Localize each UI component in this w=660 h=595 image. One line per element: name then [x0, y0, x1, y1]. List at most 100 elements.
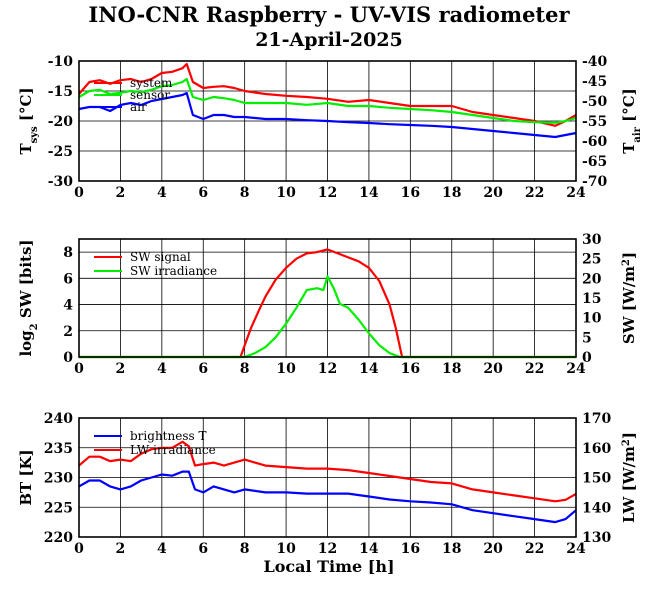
y2-tick-label: -70: [582, 174, 608, 190]
y2-tick-label: 160: [582, 441, 611, 457]
legend-entry: SW irradiance: [130, 264, 217, 278]
x-tick-label: 20: [483, 541, 503, 557]
x-tick-label: 4: [157, 361, 167, 377]
y2-tick-label: 10: [582, 311, 602, 327]
y2-axis-label: SW [W/m2]: [620, 252, 638, 344]
y-tick-label: -10: [48, 54, 74, 70]
x-tick-label: 12: [318, 361, 337, 377]
x-tick-label: 14: [359, 541, 379, 557]
y-tick-label: 220: [44, 530, 73, 546]
panel-temperatures: 0 2 4 6 8 10 12 14 16 18 20 22 24-30-25-20-15-10-70-…: [17, 54, 643, 201]
x-axis-label: Local Time [h]: [263, 557, 394, 576]
x-tick-label: 20: [483, 361, 503, 377]
panel-shortwave: 0 2 4 6 8 10 12 14 16 18 20 22 2402468051015202530lo…: [17, 232, 638, 377]
y-axis-label: BT [K]: [17, 449, 35, 505]
chart-date: 21-April-2025: [255, 29, 403, 51]
x-tick-label: 2: [116, 361, 126, 377]
x-tick-label: 8: [240, 361, 250, 377]
x-tick-label: 24: [566, 541, 586, 557]
series-air: [78, 91, 577, 139]
y2-tick-label: 0: [582, 350, 592, 366]
panel-longwave: 0 2 4 6 8 10 12 14 16 18 20 22 242202252302352401301…: [17, 411, 638, 557]
x-tick-label: 6: [198, 541, 208, 557]
x-tick-label: 22: [525, 541, 544, 557]
y-tick-label: 225: [44, 500, 73, 516]
x-tick-label: 0: [74, 361, 84, 377]
y2-tick-label: 170: [582, 411, 611, 427]
y-tick-label: 0: [63, 350, 73, 366]
series-brightness-t: [78, 470, 577, 524]
plot-frame: [78, 417, 577, 538]
y-tick-label: 6: [63, 271, 73, 287]
x-tick-label: 10: [276, 361, 296, 377]
x-tick-label: 0: [74, 185, 84, 201]
x-tick-label: 22: [525, 361, 544, 377]
legend-entry: sensor: [130, 88, 170, 102]
x-tick-label: 6: [198, 361, 208, 377]
series-sw-signal: [79, 248, 576, 359]
y2-tick-label: 140: [582, 500, 611, 516]
y-tick-label: 8: [63, 245, 73, 261]
y-tick-label: -25: [48, 144, 73, 160]
y2-tick-label: 5: [582, 330, 592, 346]
plot-frame: [78, 238, 577, 358]
x-tick-label: 14: [359, 361, 379, 377]
x-tick-label: 22: [525, 185, 544, 201]
x-tick-label: 10: [276, 185, 296, 201]
y2-tick-label: 130: [582, 530, 611, 546]
legend-entry: air: [130, 100, 147, 114]
x-tick-label: 2: [116, 185, 126, 201]
x-tick-label: 16: [401, 361, 420, 377]
x-tick-label: 18: [442, 185, 461, 201]
series-sensor: [78, 77, 577, 124]
y-tick-label: 235: [44, 441, 73, 457]
y2-tick-label: -55: [582, 114, 607, 130]
x-tick-label: 12: [318, 185, 337, 201]
x-tick-label: 4: [157, 541, 167, 557]
y2-tick-label: -50: [582, 94, 608, 110]
y-tick-label: 240: [44, 411, 73, 427]
x-tick-label: 20: [483, 185, 503, 201]
y-tick-label: -20: [48, 114, 74, 130]
x-tick-label: 18: [442, 361, 461, 377]
y-tick-label: 4: [63, 298, 73, 314]
y2-tick-label: 25: [582, 252, 601, 268]
legend-entry: brightness T: [130, 429, 206, 443]
x-tick-label: 24: [566, 185, 586, 201]
y2-tick-label: -45: [582, 74, 607, 90]
x-tick-label: 16: [401, 541, 420, 557]
x-tick-label: 16: [401, 185, 420, 201]
y2-axis-label: Tair [°C]: [620, 88, 643, 154]
y2-tick-label: -60: [582, 134, 608, 150]
y2-tick-label: 15: [582, 291, 601, 307]
legend-entry: SW signal: [130, 250, 191, 264]
y2-tick-label: -40: [582, 54, 608, 70]
chart-title: INO-CNR Raspberry - UV-VIS radiometer: [88, 2, 570, 27]
x-tick-label: 8: [240, 185, 250, 201]
x-tick-label: 24: [566, 361, 586, 377]
x-tick-label: 12: [318, 541, 337, 557]
y-tick-label: 2: [63, 324, 73, 340]
legend-entry: system: [130, 76, 173, 90]
y-axis-label: log2 SW [bits]: [17, 239, 40, 356]
y2-tick-label: 30: [582, 232, 602, 248]
x-tick-label: 10: [276, 541, 296, 557]
y2-tick-label: -65: [582, 154, 607, 170]
legend-entry: LW irradiance: [130, 443, 216, 457]
series-sw-irradiance: [79, 275, 576, 359]
x-tick-label: 14: [359, 185, 379, 201]
y-tick-label: 230: [44, 471, 73, 487]
x-tick-label: 18: [442, 541, 461, 557]
y2-axis-label: LW [W/m2]: [620, 432, 638, 523]
x-tick-label: 4: [157, 185, 167, 201]
x-tick-label: 2: [116, 541, 126, 557]
x-tick-label: 6: [198, 185, 208, 201]
y-tick-label: -15: [48, 84, 73, 100]
series-system: [78, 62, 577, 127]
y-axis-label: Tsys [°C]: [17, 87, 40, 154]
y2-tick-label: 20: [582, 271, 602, 287]
x-tick-label: 8: [240, 541, 250, 557]
y2-tick-label: 150: [582, 471, 611, 487]
x-tick-label: 0: [74, 541, 84, 557]
